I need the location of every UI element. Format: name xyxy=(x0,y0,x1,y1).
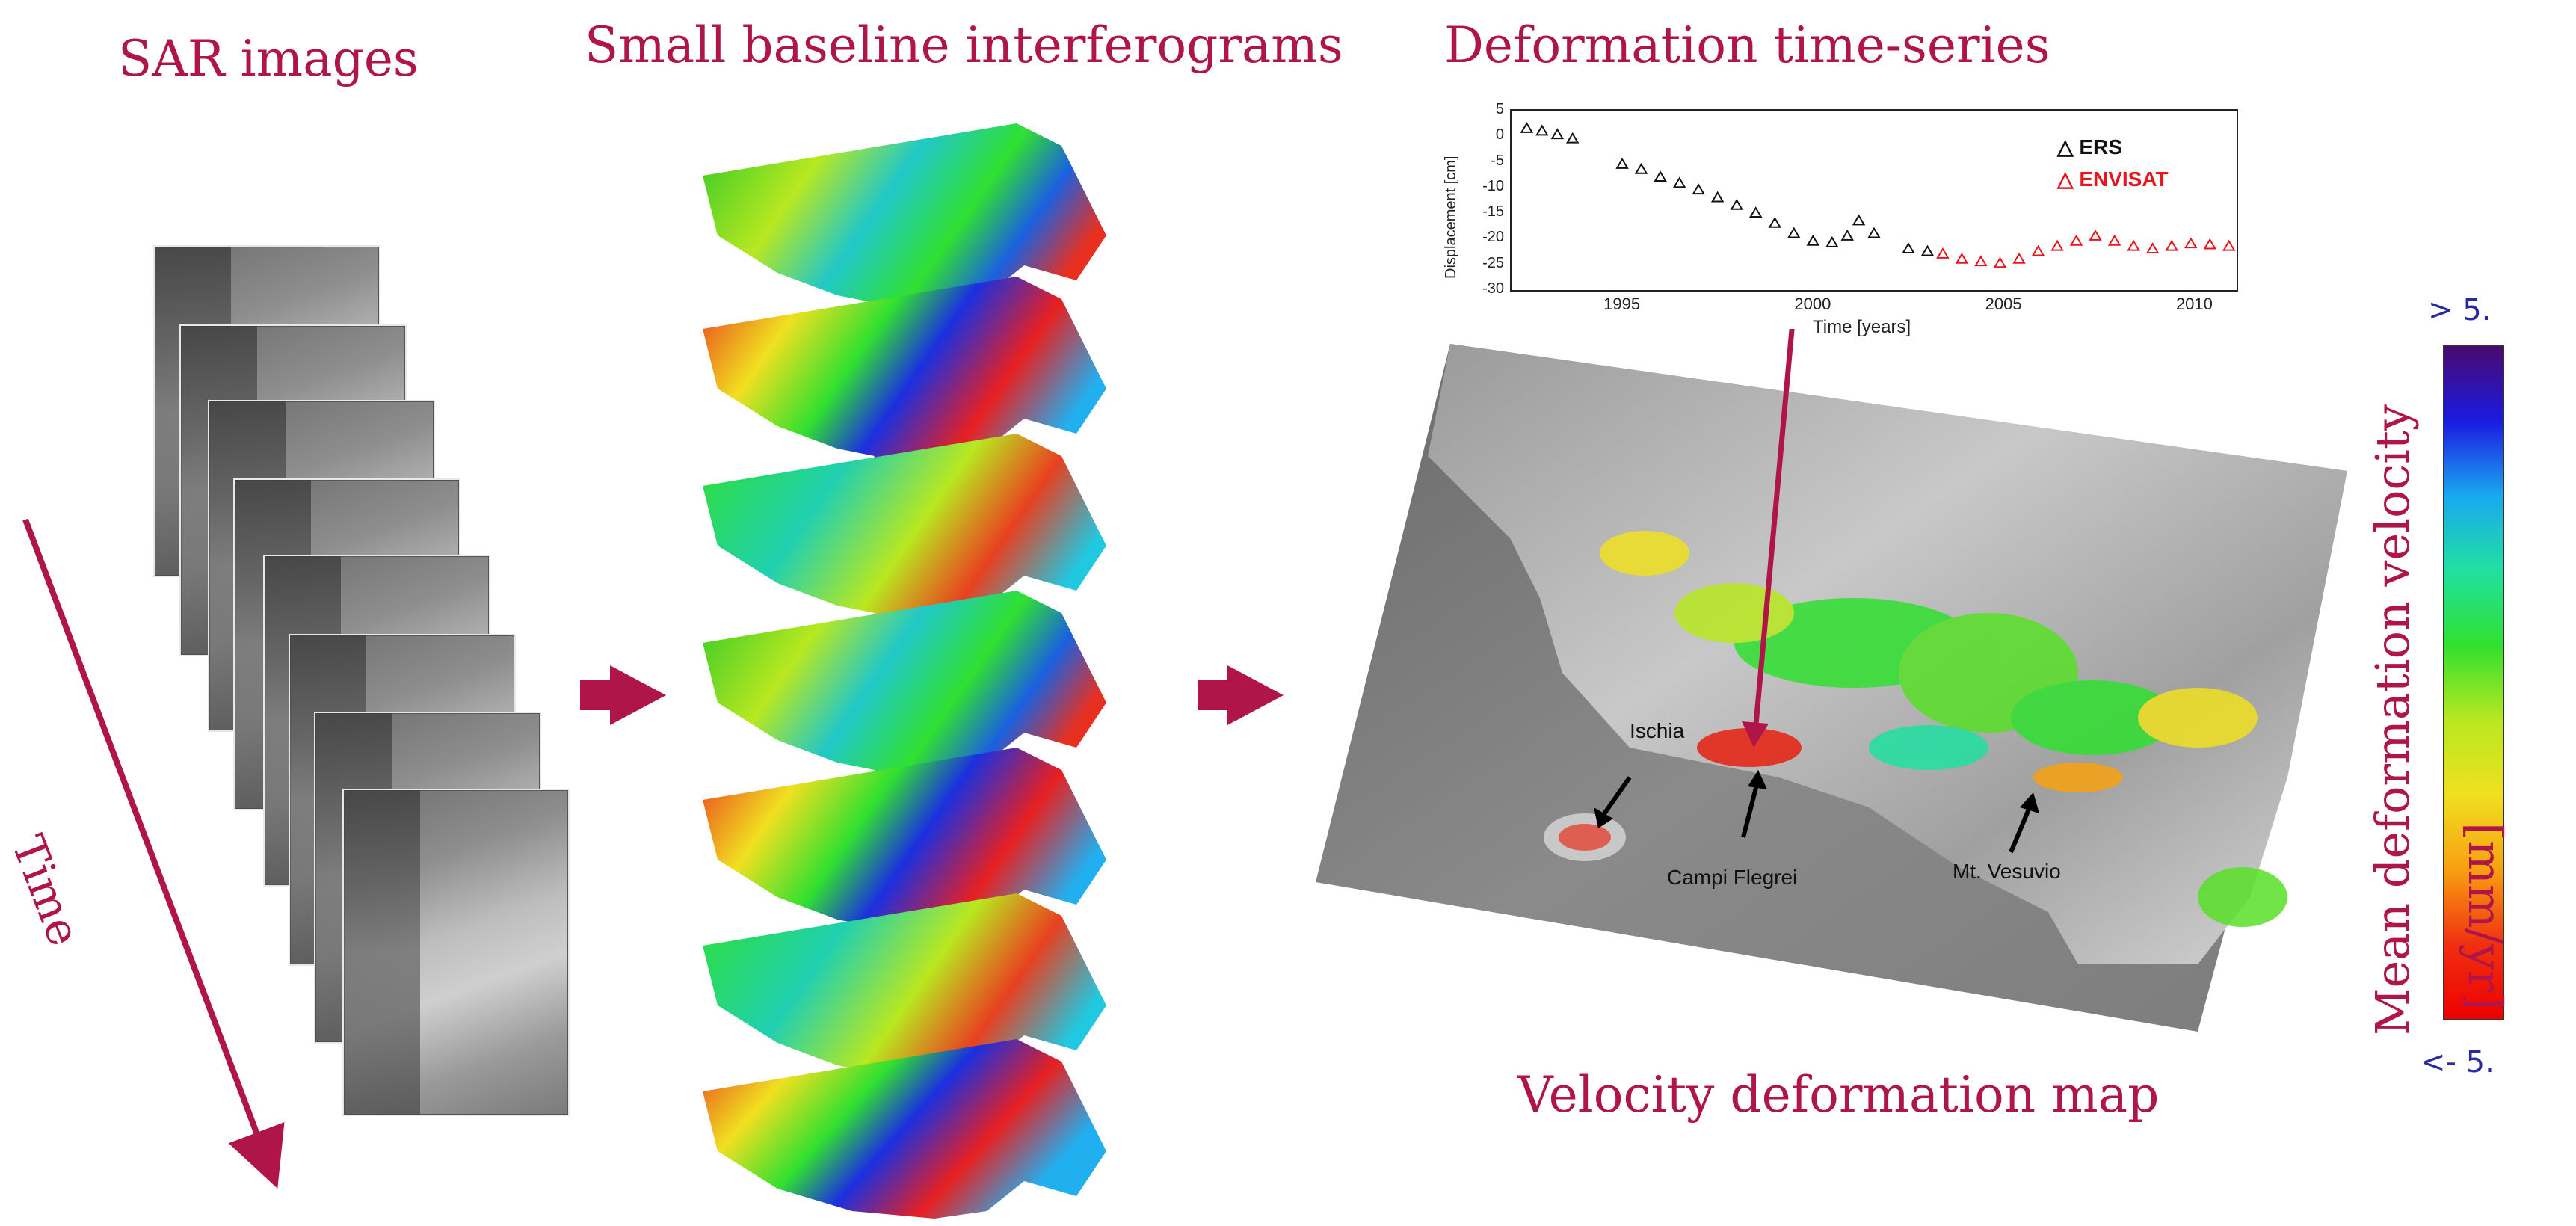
time-series-pointer xyxy=(1752,329,1795,733)
x-tick-label: 2000 xyxy=(1794,295,1831,313)
data-point-ers xyxy=(1806,234,1820,246)
data-point-ers xyxy=(1565,132,1580,144)
title-time-series: Deformation time-series xyxy=(1444,16,2050,74)
title-interferograms: Small baseline interferograms xyxy=(585,16,1343,74)
colorbar-min-label: <- 5. xyxy=(2421,1045,2495,1079)
chart-plot-area xyxy=(1510,109,2238,292)
data-point-envisat xyxy=(2069,234,2083,246)
velocity-map xyxy=(1316,329,2347,1032)
data-point-ers xyxy=(1535,124,1549,136)
label-ischia: Ischia xyxy=(1630,719,1685,742)
data-point-envisat xyxy=(2184,237,2198,249)
data-point-envisat xyxy=(2012,252,2026,264)
interferogram xyxy=(703,434,1106,665)
y-tick-label: 5 xyxy=(1495,101,1504,117)
time-arrow xyxy=(22,518,285,1189)
ischia-arrow xyxy=(1601,776,1632,816)
interferogram xyxy=(703,123,1106,355)
interferogram xyxy=(703,1039,1106,1219)
data-point-ers xyxy=(1902,242,1915,254)
interferogram xyxy=(703,748,1106,979)
y-tick-label: -10 xyxy=(1482,177,1504,194)
data-point-envisat xyxy=(2127,239,2140,251)
data-point-envisat xyxy=(1974,255,1988,267)
colorbar-title: Mean deformation velocity xyxy=(2365,404,2420,1035)
chart-y-axis-label: Displacement [cm] xyxy=(1443,155,1459,280)
vesuvio-arrow xyxy=(2009,806,2032,854)
sar-image xyxy=(342,789,570,1116)
data-point-ers xyxy=(1840,230,1855,241)
x-tick-label: 2010 xyxy=(2175,295,2213,313)
triangle-icon: △ xyxy=(2057,135,2074,158)
chart-svg xyxy=(1520,122,2236,268)
y-tick-label: -20 xyxy=(1482,229,1504,246)
deformation-patches xyxy=(1600,531,2287,927)
campi-flegrei-arrow xyxy=(1741,784,1759,838)
data-point-envisat xyxy=(1993,256,2007,268)
legend-entry-envisat: △ ENVISAT xyxy=(2057,167,2169,191)
x-tick-label: 1995 xyxy=(1603,295,1641,313)
data-point-ers xyxy=(1825,235,1839,247)
data-point-ers xyxy=(1550,128,1565,140)
data-point-ers xyxy=(1867,227,1881,238)
data-point-envisat xyxy=(2145,242,2160,254)
colorbar-unit: [mm/yr] xyxy=(2458,822,2512,1011)
data-point-envisat xyxy=(1936,247,1950,259)
data-point-ers xyxy=(1852,214,1866,226)
flow-arrow-1 xyxy=(580,665,666,725)
y-tick-label: -30 xyxy=(1482,280,1504,297)
chart-x-axis-label: Time [years] xyxy=(1813,317,1911,337)
data-point-ers xyxy=(1787,227,1801,238)
legend-entry-ers: △ ERS xyxy=(2057,135,2169,159)
data-point-envisat xyxy=(2165,239,2178,251)
data-point-envisat xyxy=(2107,234,2121,246)
title-sar-images: SAR images xyxy=(118,30,419,87)
data-point-ers xyxy=(1672,176,1686,188)
data-point-ers xyxy=(1730,198,1743,210)
legend-envisat-label: ENVISAT xyxy=(2079,167,2169,191)
label-vesuvio: Mt. Vesuvio xyxy=(1953,860,2061,883)
time-series-chart: 5 0 -5 -10 -15 -20 -25 -30 1995 2000 2005 2010 Dis… xyxy=(1420,101,2250,350)
interferogram xyxy=(703,277,1106,508)
data-point-ers xyxy=(1710,191,1725,203)
colorbar xyxy=(2443,345,2504,1020)
data-point-ers xyxy=(1768,216,1782,228)
y-tick-label: -5 xyxy=(1491,152,1504,169)
interferogram xyxy=(703,591,1106,822)
data-point-envisat xyxy=(2031,244,2045,256)
legend-ers-label: ERS xyxy=(2079,135,2122,158)
x-tick-label: 2005 xyxy=(1985,295,2022,313)
data-point-ers xyxy=(1692,183,1705,195)
flow-arrow-2 xyxy=(1198,665,1284,725)
triangle-icon: △ xyxy=(2057,167,2074,191)
data-point-ers xyxy=(1654,170,1667,182)
data-point-envisat xyxy=(2222,239,2236,251)
data-point-envisat xyxy=(1955,252,1969,264)
colorbar-max-label: > 5. xyxy=(2428,293,2492,327)
label-campi-flegrei: Campi Flegrei xyxy=(1667,866,1798,889)
data-point-ers xyxy=(1920,244,1935,256)
y-tick-label: 0 xyxy=(1495,126,1504,144)
y-tick-label: -25 xyxy=(1482,254,1504,271)
data-point-envisat xyxy=(2203,238,2217,250)
y-tick-label: -15 xyxy=(1482,203,1504,221)
title-velocity-map: Velocity deformation map xyxy=(1517,1066,2160,1124)
interferogram xyxy=(703,893,1106,1125)
data-point-envisat xyxy=(2089,230,2102,241)
data-point-ers xyxy=(1634,162,1648,174)
data-point-envisat xyxy=(2050,239,2064,251)
data-point-ers xyxy=(1748,206,1763,218)
data-point-ers xyxy=(1520,122,1534,133)
chart-legend: △ ERS △ ENVISAT xyxy=(2057,135,2169,191)
data-point-ers xyxy=(1615,158,1629,169)
